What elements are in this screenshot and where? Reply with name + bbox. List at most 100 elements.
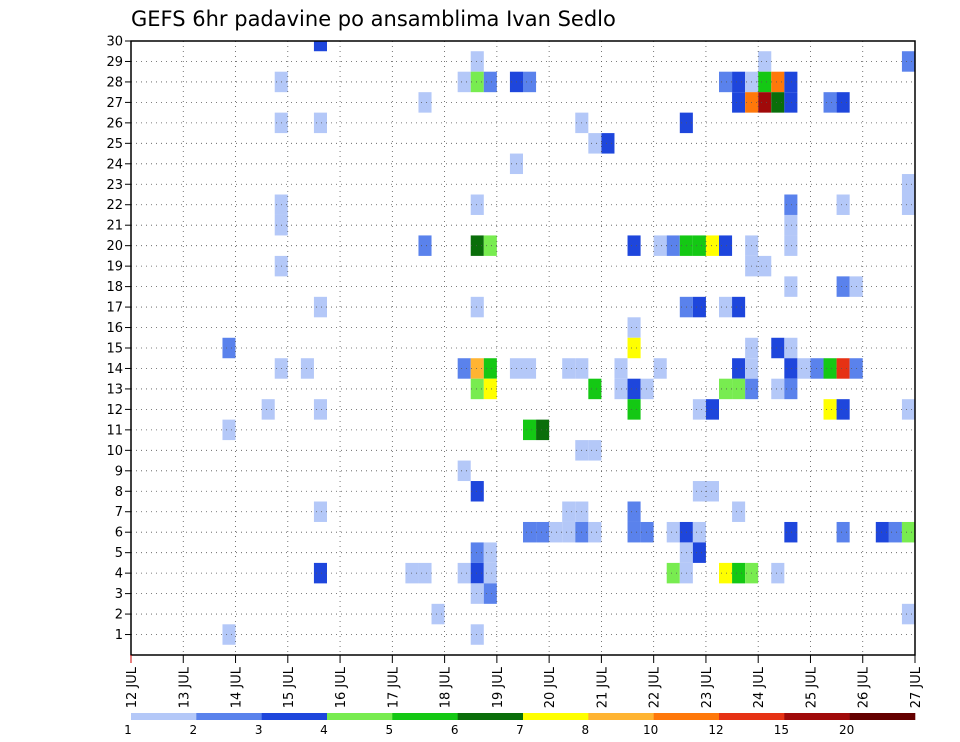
heatmap-cell (483, 71, 497, 93)
y-tick-label: 9 (115, 464, 123, 479)
heatmap-cell (771, 337, 785, 359)
heatmap-cells (222, 41, 915, 645)
x-tick-label: 22 JUL (648, 666, 663, 708)
x-axis: 12 JUL 13 JUL 14 JUL 15 JUL 16 JUL 17 JUL 18 J… (125, 655, 924, 708)
heatmap-cell (771, 92, 785, 113)
heatmap-cell (562, 521, 576, 543)
heatmap-cell (483, 378, 497, 400)
y-tick-label: 19 (106, 260, 123, 275)
heatmap-cell (692, 481, 706, 502)
heatmap-cell (627, 501, 641, 522)
heatmap-cell (523, 419, 537, 441)
y-tick-label: 7 (115, 505, 123, 520)
y-tick-label: 13 (106, 382, 123, 397)
heatmap-cell (901, 194, 915, 215)
heatmap-cell (823, 358, 837, 379)
heatmap-cell (784, 521, 798, 543)
colorbar-swatch (261, 713, 328, 720)
heatmap-cell (313, 296, 327, 318)
heatmap-cell (470, 296, 484, 318)
heatmap-cell (418, 562, 432, 584)
y-tick-label: 16 (106, 321, 123, 336)
colorbar-legend: 1 2 3 4 5 6 7 8 10 12 15 20 (124, 713, 916, 737)
heatmap-cell (470, 194, 484, 215)
x-tick-label: 21 JUL (595, 666, 610, 708)
heatmap-cell (470, 481, 484, 502)
heatmap-cell (562, 358, 576, 379)
heatmap-cell (588, 521, 602, 543)
heatmap-cell (470, 378, 484, 400)
heatmap-cell (692, 235, 706, 256)
heatmap-cell (666, 235, 680, 256)
x-tick-label: 25 JUL (804, 666, 819, 708)
heatmap-cell (732, 296, 746, 318)
heatmap-cell (784, 92, 798, 113)
colorbar-swatch (849, 713, 916, 720)
heatmap-cell (692, 521, 706, 543)
colorbar-label: 2 (190, 723, 198, 737)
heatmap-cell (758, 92, 772, 113)
heatmap-cell (313, 41, 327, 52)
heatmap-cell (562, 501, 576, 522)
heatmap-cell (601, 133, 615, 154)
heatmap-cell (823, 399, 837, 420)
heatmap-cell (719, 378, 733, 400)
heatmap-cell (627, 235, 641, 256)
heatmap-cell (732, 378, 746, 400)
heatmap-cell (771, 562, 785, 584)
x-tick-label: 19 JUL (491, 666, 506, 708)
heatmap-cell (901, 51, 915, 72)
heatmap-cell (901, 521, 915, 543)
heatmap-cell (784, 194, 798, 215)
x-tick-label: 16 JUL (334, 666, 349, 708)
heatmap-cell (758, 51, 772, 72)
colorbar-label: 5 (386, 723, 394, 737)
heatmap-cell (457, 71, 471, 93)
heatmap-cell (523, 71, 537, 93)
heatmap-cell (470, 71, 484, 93)
heatmap-cell (705, 481, 719, 502)
heatmap-cell (888, 521, 902, 543)
heatmap-cell (523, 358, 537, 379)
heatmap-cell (771, 71, 785, 93)
heatmap-cell (758, 255, 772, 277)
heatmap-cell (784, 214, 798, 236)
heatmap-cell (719, 296, 733, 318)
heatmap-cell (901, 399, 915, 420)
heatmap-cell (732, 501, 746, 522)
y-tick-label: 6 (115, 526, 123, 541)
heatmap-cell (457, 460, 471, 482)
colorbar-label: 12 (708, 723, 723, 737)
heatmap-cell (784, 378, 798, 400)
x-tick-label: 26 JUL (857, 666, 872, 708)
heatmap-cell (732, 92, 746, 113)
heatmap-cell (549, 521, 563, 543)
y-tick-label: 5 (115, 546, 123, 561)
y-tick-label: 23 (106, 178, 123, 193)
y-tick-label: 10 (106, 444, 123, 459)
heatmap-cell (470, 624, 484, 645)
heatmap-cell (719, 235, 733, 256)
y-tick-label: 26 (106, 116, 123, 131)
heatmap-cell (222, 419, 236, 441)
heatmap-cell (692, 542, 706, 563)
heatmap-cell (313, 399, 327, 420)
y-tick-label: 27 (106, 96, 123, 111)
y-tick-label: 4 (115, 567, 123, 582)
x-tick-label: 20 JUL (543, 666, 558, 708)
heatmap-cell (705, 399, 719, 420)
heatmap-cell (901, 603, 915, 625)
heatmap-cell (666, 562, 680, 584)
colorbar-label: 20 (839, 723, 854, 737)
heatmap-cell (797, 358, 811, 379)
heatmap-cell (470, 562, 484, 584)
y-tick-label: 17 (106, 301, 123, 316)
y-tick-label: 14 (106, 362, 123, 377)
heatmap-cell (588, 440, 602, 461)
heatmap-cell (823, 92, 837, 113)
heatmap-cell (457, 358, 471, 379)
heatmap-cell (875, 521, 889, 543)
heatmap-cell (836, 276, 850, 297)
colorbar-swatch (457, 713, 524, 720)
